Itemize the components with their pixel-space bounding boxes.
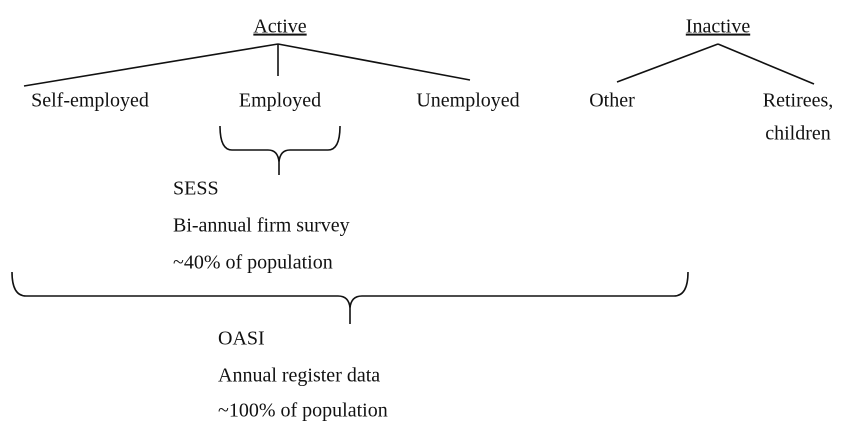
source-label: Annual register data [218, 365, 380, 387]
source-label: SESS [173, 178, 219, 200]
bracket [11, 271, 689, 324]
node-label: Employed [239, 90, 321, 112]
source-label: Bi-annual firm survey [173, 215, 350, 237]
branch [23, 43, 279, 87]
source-label: OASI [218, 328, 265, 350]
group-label: Inactive [686, 16, 751, 38]
node-label: children [765, 123, 831, 145]
branch [277, 43, 471, 81]
source-label: ~100% of population [218, 400, 388, 422]
group-label: Active [253, 16, 306, 38]
bracket [219, 125, 341, 175]
node-label: Self-employed [31, 90, 149, 112]
source-label: ~40% of population [173, 252, 333, 274]
node-label: Unemployed [416, 90, 519, 112]
branch [616, 43, 719, 83]
node-label: Other [589, 90, 635, 112]
node-label: Retirees, [763, 90, 834, 112]
branch [717, 43, 815, 85]
